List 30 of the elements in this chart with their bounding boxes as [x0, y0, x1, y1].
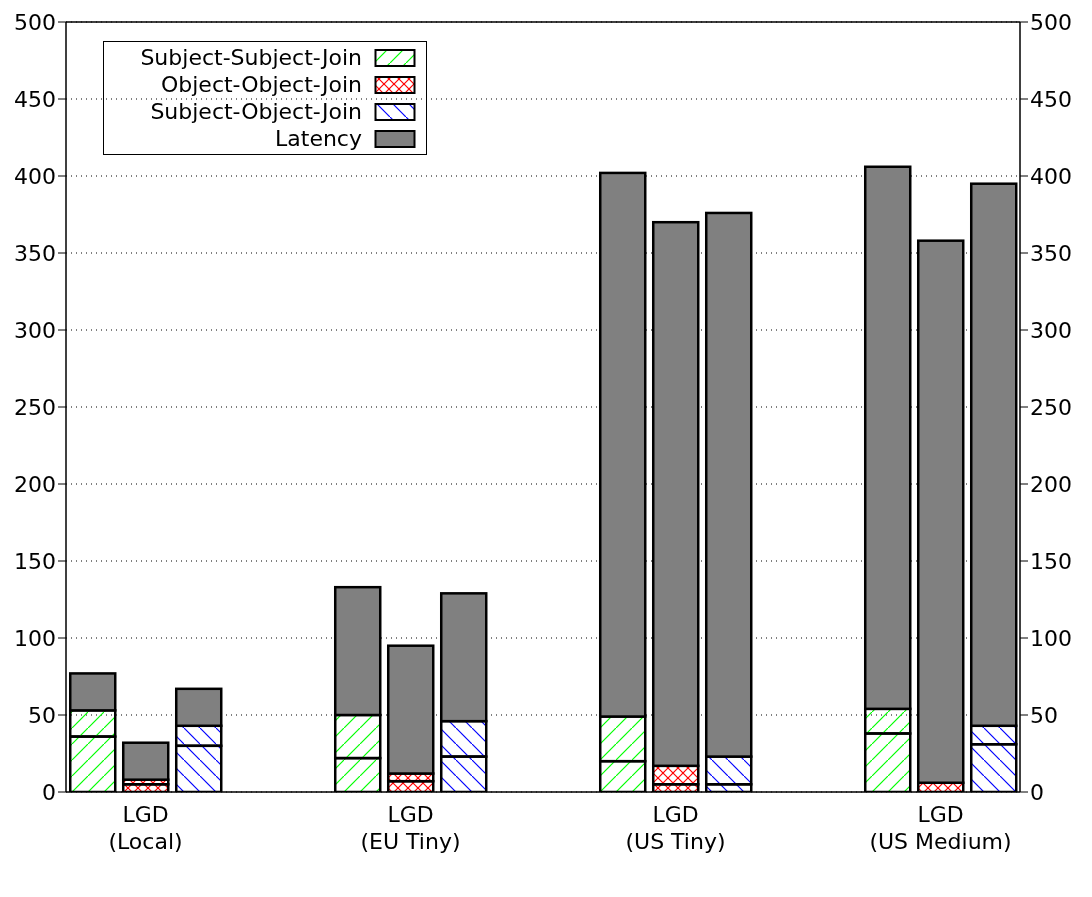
legend-label: Subject-Object-Join	[149, 99, 362, 124]
y2-tick-label: 500	[1030, 9, 1072, 35]
x-tick-label: LGD (EU Tiny)	[360, 802, 461, 854]
legend-label: Subject-Subject-Join	[139, 45, 362, 70]
y2-tick-label: 100	[1030, 625, 1072, 651]
y2-tick-label: 450	[1030, 86, 1072, 112]
x-tick-label: LGD (US Medium)	[869, 802, 1012, 854]
y-tick-label: 400	[14, 163, 56, 189]
y-tick-label: 100	[14, 625, 56, 651]
x-tick-label: LGD (Local)	[108, 802, 183, 854]
y-tick-label: 0	[42, 779, 56, 805]
y-tick-label: 250	[14, 394, 56, 420]
y-tick-label: 450	[14, 86, 56, 112]
y-tick-label: 200	[14, 471, 56, 497]
y2-tick-label: 300	[1030, 317, 1072, 343]
y2-tick-label: 150	[1030, 548, 1072, 574]
y2-tick-label: 200	[1030, 471, 1072, 497]
y-tick-label: 350	[14, 240, 56, 266]
y2-tick-label: 250	[1030, 394, 1072, 420]
y-tick-label: 150	[14, 548, 56, 574]
y-tick-label: 50	[28, 702, 56, 728]
legend-label: Object-Object-Join	[159, 72, 362, 97]
legend-label: Latency	[274, 126, 362, 151]
y2-tick-label: 400	[1030, 163, 1072, 189]
y-tick-label: 500	[14, 9, 56, 35]
y2-tick-label: 350	[1030, 240, 1072, 266]
x-tick-label: LGD (US Tiny)	[625, 802, 726, 854]
y2-tick-label: 0	[1030, 779, 1044, 805]
y2-tick-label: 50	[1030, 702, 1058, 728]
y-tick-label: 300	[14, 317, 56, 343]
